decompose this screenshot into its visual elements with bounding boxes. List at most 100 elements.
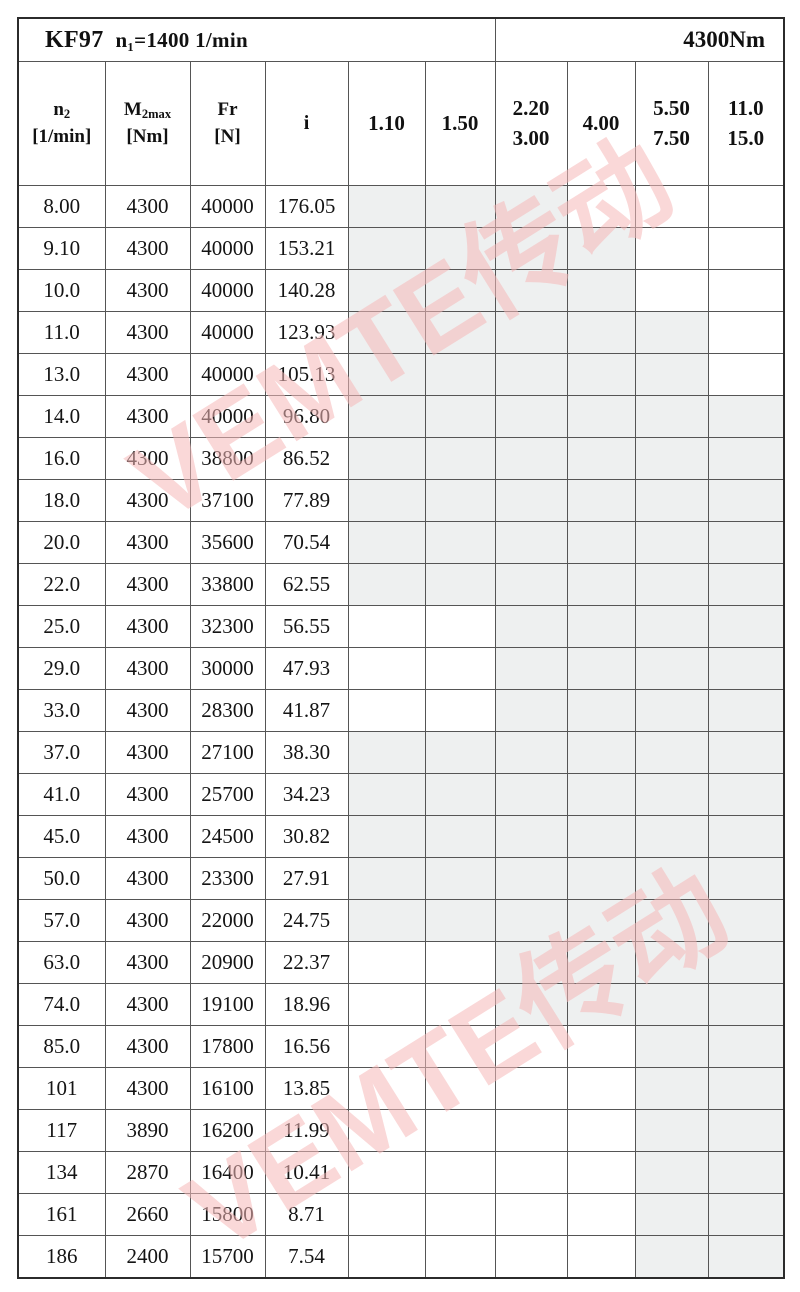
- cell-max-torque: 4300: [104, 227, 191, 270]
- cell-gear-ratio: 123.93: [264, 311, 349, 354]
- header-m2max: M2max [Nm]: [104, 61, 191, 186]
- cell-gear-ratio: 86.52: [264, 437, 349, 480]
- cell-power-availability-0: [347, 647, 426, 690]
- cell-power-availability-2: [494, 941, 568, 984]
- cell-power-availability-0: [347, 521, 426, 564]
- cell-power-availability-4: [634, 227, 709, 270]
- header-power-4-line1: 5.50: [653, 95, 690, 120]
- cell-power-availability-3: [566, 983, 636, 1026]
- cell-power-availability-1: [424, 563, 496, 606]
- table-row: 11.0 4300 40000 123.93: [17, 311, 785, 354]
- cell-power-availability-3: [566, 311, 636, 354]
- cell-max-torque: 4300: [104, 563, 191, 606]
- table-row: 85.0 4300 17800 16.56: [17, 1025, 785, 1068]
- cell-gear-ratio: 22.37: [264, 941, 349, 984]
- cell-power-availability-0: [347, 815, 426, 858]
- cell-output-speed: 16.0: [17, 437, 106, 480]
- cell-power-availability-2: [494, 857, 568, 900]
- cell-gear-ratio: 47.93: [264, 647, 349, 690]
- cell-radial-force: 20900: [189, 941, 266, 984]
- cell-power-availability-4: [634, 1235, 709, 1279]
- cell-power-availability-2: [494, 899, 568, 942]
- cell-radial-force: 16400: [189, 1151, 266, 1194]
- cell-power-availability-2: [494, 1109, 568, 1152]
- cell-power-availability-1: [424, 1025, 496, 1068]
- cell-max-torque: 4300: [104, 731, 191, 774]
- cell-radial-force: 16100: [189, 1067, 266, 1110]
- cell-gear-ratio: 96.80: [264, 395, 349, 438]
- header-ratio-symbol: i: [303, 112, 310, 135]
- cell-power-availability-0: [347, 899, 426, 942]
- cell-output-speed: 101: [17, 1067, 106, 1110]
- cell-gear-ratio: 16.56: [264, 1025, 349, 1068]
- cell-radial-force: 24500: [189, 815, 266, 858]
- cell-power-availability-0: [347, 1235, 426, 1279]
- cell-radial-force: 40000: [189, 395, 266, 438]
- cell-max-torque: 4300: [104, 815, 191, 858]
- cell-power-availability-3: [566, 731, 636, 774]
- cell-output-speed: 20.0: [17, 521, 106, 564]
- cell-power-availability-5: [707, 269, 785, 312]
- cell-radial-force: 23300: [189, 857, 266, 900]
- cell-max-torque: 4300: [104, 1067, 191, 1110]
- cell-output-speed: 50.0: [17, 857, 106, 900]
- cell-power-availability-0: [347, 857, 426, 900]
- cell-power-availability-3: [566, 899, 636, 942]
- gearbox-rating-table: KF97 n₁=1400 1/min 4300Nm n2 [1/min] M2ma…: [17, 17, 786, 1279]
- cell-max-torque: 4300: [104, 941, 191, 984]
- cell-radial-force: 17800: [189, 1025, 266, 1068]
- cell-power-availability-1: [424, 1235, 496, 1279]
- cell-power-availability-0: [347, 1109, 426, 1152]
- cell-power-availability-5: [707, 1109, 785, 1152]
- header-m2max-symbol: M2max: [123, 98, 172, 122]
- header-power-0-line1: 1.10: [368, 110, 405, 135]
- cell-output-speed: 45.0: [17, 815, 106, 858]
- cell-power-availability-3: [566, 227, 636, 270]
- cell-power-availability-4: [634, 185, 709, 228]
- cell-radial-force: 22000: [189, 899, 266, 942]
- cell-power-availability-3: [566, 857, 636, 900]
- gearbox-rating-table-container: KF97 n₁=1400 1/min 4300Nm n2 [1/min] M2ma…: [17, 17, 786, 1279]
- cell-power-availability-2: [494, 689, 568, 732]
- header-n2-unit: [1/min]: [32, 125, 92, 147]
- cell-power-availability-5: [707, 983, 785, 1026]
- cell-output-speed: 33.0: [17, 689, 106, 732]
- table-row: 117 3890 16200 11.99: [17, 1109, 785, 1152]
- cell-output-speed: 85.0: [17, 1025, 106, 1068]
- cell-gear-ratio: 62.55: [264, 563, 349, 606]
- cell-power-availability-4: [634, 1193, 709, 1236]
- cell-power-availability-3: [566, 269, 636, 312]
- cell-power-availability-3: [566, 773, 636, 816]
- cell-max-torque: 4300: [104, 605, 191, 648]
- table-row: 13.0 4300 40000 105.13: [17, 353, 785, 396]
- cell-gear-ratio: 77.89: [264, 479, 349, 522]
- cell-power-availability-1: [424, 227, 496, 270]
- header-n2-subscript: 2: [63, 107, 71, 122]
- cell-power-availability-2: [494, 647, 568, 690]
- cell-power-availability-4: [634, 1109, 709, 1152]
- cell-power-availability-3: [566, 815, 636, 858]
- header-power-4-line2: 7.50: [653, 125, 690, 150]
- cell-gear-ratio: 56.55: [264, 605, 349, 648]
- cell-power-availability-1: [424, 1067, 496, 1110]
- input-speed-condition: n₁=1400 1/min: [115, 27, 248, 52]
- cell-power-availability-5: [707, 185, 785, 228]
- cell-power-availability-0: [347, 269, 426, 312]
- cell-power-availability-5: [707, 311, 785, 354]
- cell-output-speed: 134: [17, 1151, 106, 1194]
- cell-power-availability-0: [347, 395, 426, 438]
- cell-power-availability-0: [347, 689, 426, 732]
- header-ratio: i: [264, 61, 349, 186]
- header-power-2-line1: 2.20: [512, 95, 550, 120]
- cell-radial-force: 16200: [189, 1109, 266, 1152]
- cell-power-availability-1: [424, 521, 496, 564]
- cell-power-availability-2: [494, 437, 568, 480]
- header-m2max-subscript: 2max: [141, 107, 172, 122]
- table-row: 134 2870 16400 10.41: [17, 1151, 785, 1194]
- cell-power-availability-3: [566, 185, 636, 228]
- header-power-4: 5.50 7.50: [634, 61, 709, 186]
- cell-gear-ratio: 176.05: [264, 185, 349, 228]
- table-row: 20.0 4300 35600 70.54: [17, 521, 785, 564]
- header-power-1: 1.50: [424, 61, 496, 186]
- cell-power-availability-1: [424, 899, 496, 942]
